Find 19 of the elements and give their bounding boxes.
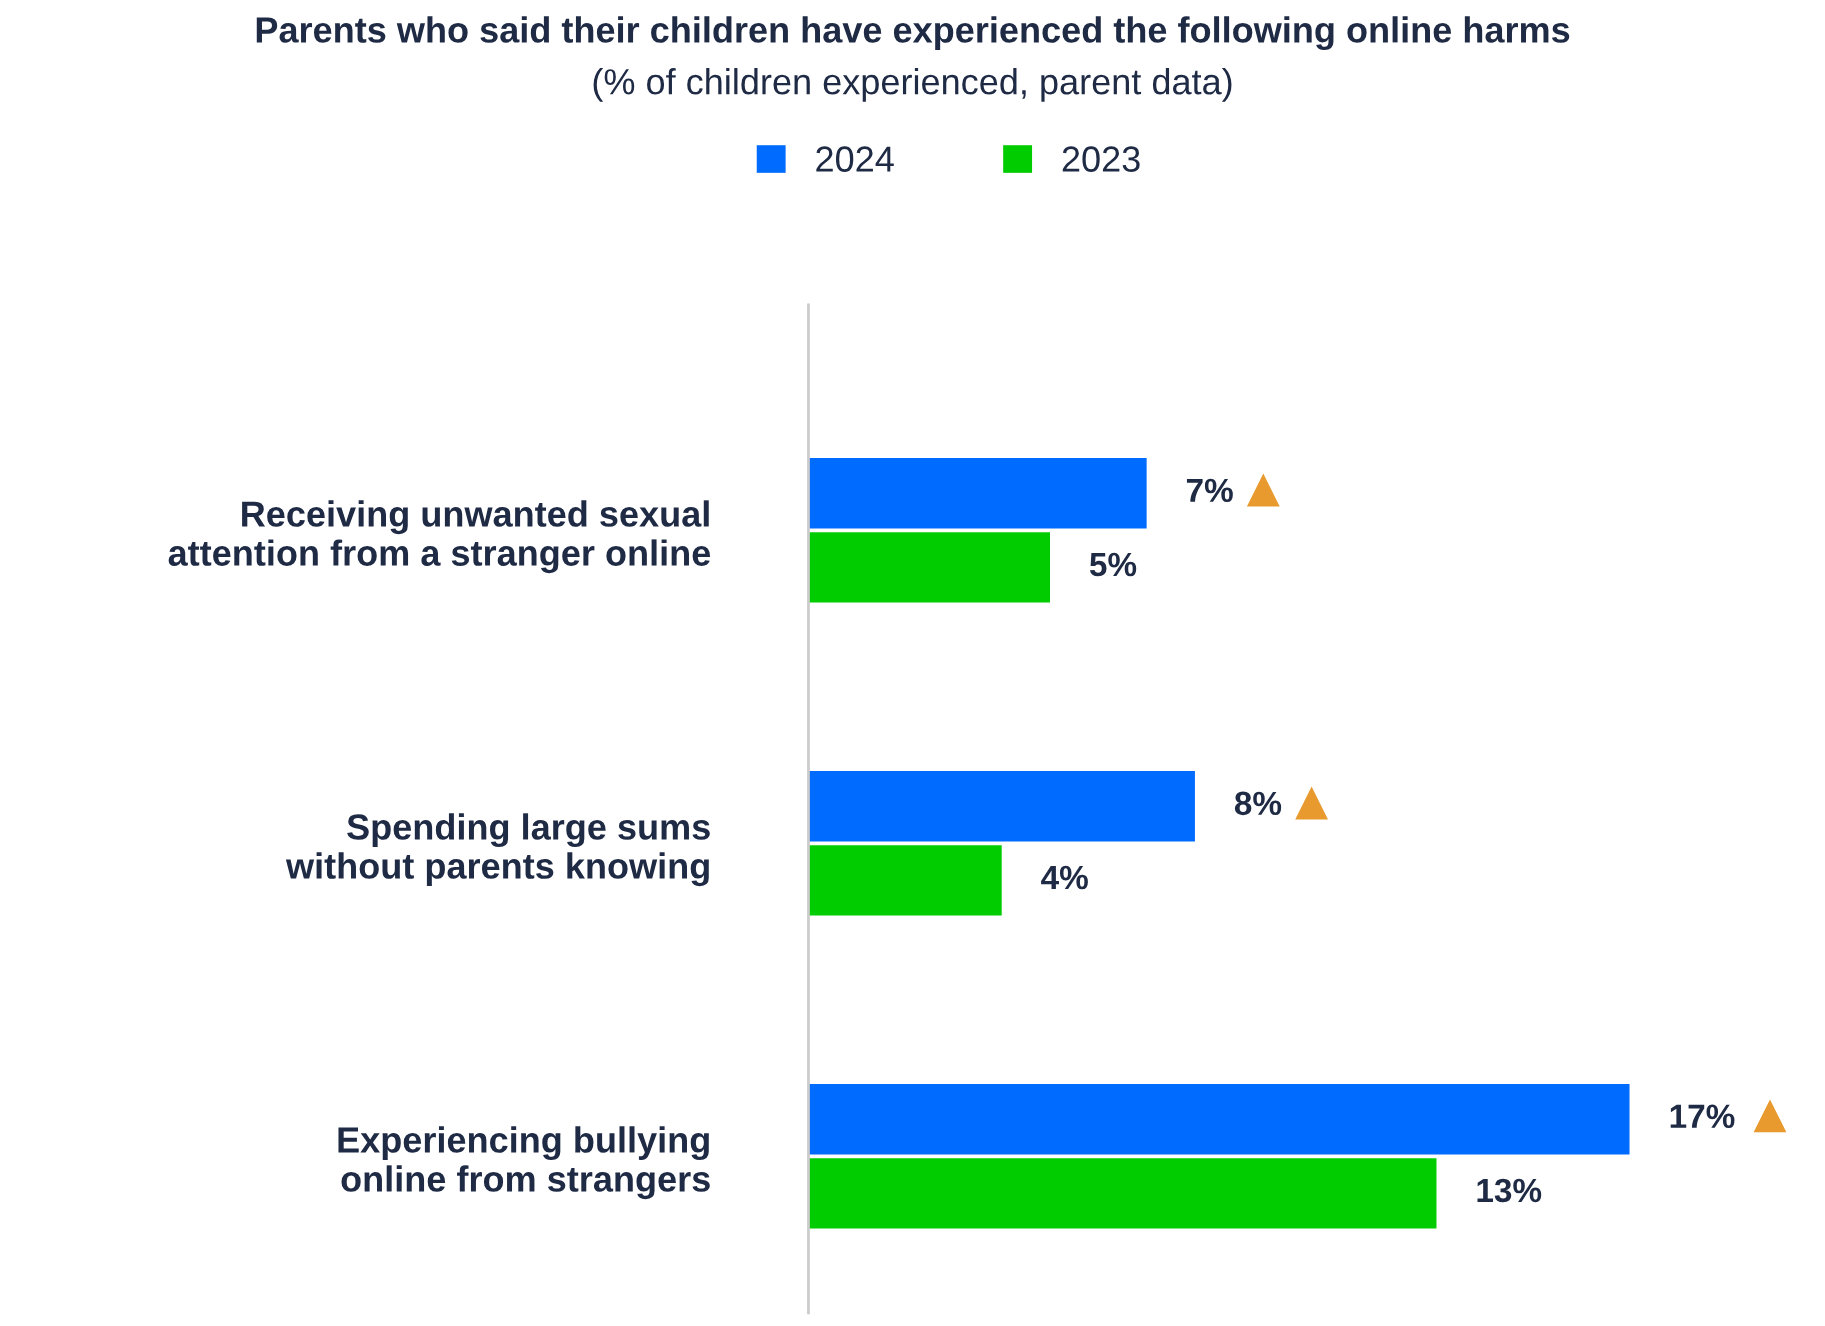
data-label: 4% — [1041, 865, 1088, 890]
chart-subtitle: (% of children experienced, parent data) — [593, 68, 1232, 102]
legend-label: 2023 — [1062, 146, 1140, 172]
bar — [808, 458, 1147, 529]
bar — [808, 1083, 1630, 1155]
bar — [808, 770, 1195, 842]
data-label: 17% — [1670, 1104, 1735, 1129]
bar — [808, 845, 1002, 916]
y-tick-label: Spending large sums without parents knowing — [285, 813, 710, 887]
data-label: 7% — [1186, 478, 1233, 503]
bar — [808, 1158, 1437, 1229]
data-label: 5% — [1089, 552, 1137, 577]
data-label: 8% — [1234, 791, 1282, 816]
bar — [808, 532, 1051, 603]
data-label: 13% — [1477, 1178, 1542, 1203]
y-tick-label: Receiving unwanted sexual attention from a stranger online — [168, 500, 711, 574]
legend-label: 2024 — [816, 146, 894, 172]
y-tick-label: Experiencing bullying online from strangers — [338, 1126, 710, 1200]
chart-title: Parents who said their children have experienced the following online harms — [256, 16, 1570, 51]
